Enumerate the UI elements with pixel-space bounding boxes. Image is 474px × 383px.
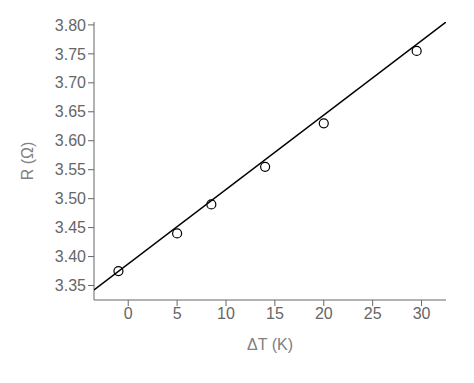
svg-text:3.35: 3.35 [55, 277, 86, 294]
svg-text:3.45: 3.45 [55, 219, 86, 236]
svg-text:3.80: 3.80 [55, 17, 86, 34]
svg-text:25: 25 [364, 305, 382, 322]
svg-text:3.40: 3.40 [55, 248, 86, 265]
svg-text:3.70: 3.70 [55, 74, 86, 91]
svg-text:3.60: 3.60 [55, 132, 86, 149]
svg-text:3.65: 3.65 [55, 103, 86, 120]
svg-text:15: 15 [266, 305, 284, 322]
svg-text:3.50: 3.50 [55, 190, 86, 207]
svg-text:3.75: 3.75 [55, 46, 86, 63]
svg-text:0: 0 [124, 305, 133, 322]
svg-text:ΔT (K): ΔT (K) [247, 336, 293, 353]
svg-text:5: 5 [173, 305, 182, 322]
svg-text:20: 20 [315, 305, 333, 322]
svg-text:3.55: 3.55 [55, 161, 86, 178]
svg-text:30: 30 [413, 305, 431, 322]
svg-text:10: 10 [217, 305, 235, 322]
svg-text:R (Ω): R (Ω) [19, 142, 36, 181]
